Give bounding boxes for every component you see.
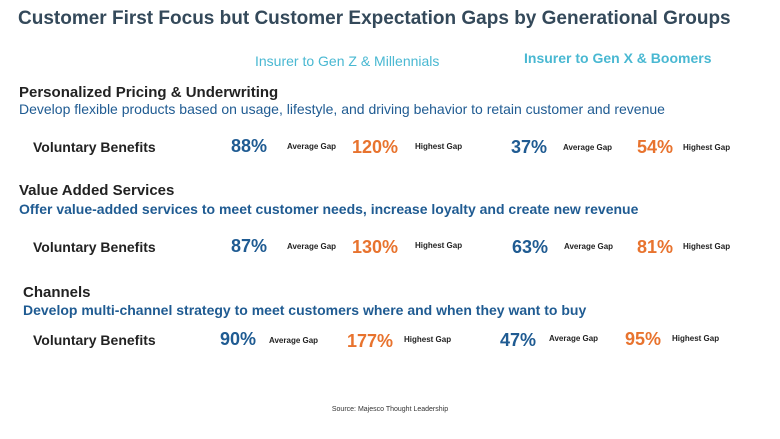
section-desc-value-added: Offer value-added services to meet custo… [19,201,639,217]
highest-gap-label: Highest Gap [415,142,463,151]
row-label: Voluntary Benefits [33,332,156,348]
average-gap-label: Average Gap [563,143,613,152]
highest-gap-label: Highest Gap [415,241,463,250]
genx-highest-value: 54% [637,137,674,157]
row-label: Voluntary Benefits [33,239,156,255]
genx-average-value: 63% [512,237,549,257]
section-title-channels: Channels [23,284,91,301]
source-note: Source: Majesco Thought Leadership [331,406,449,413]
highest-gap-label: Highest Gap [404,335,452,344]
row-label: Voluntary Benefits [33,139,156,155]
highest-gap-label: Highest Gap [672,334,720,343]
average-gap-label: Average Gap [564,242,614,251]
section-desc-channels: Develop multi-channel strategy to meet c… [23,302,587,318]
page-title: Customer First Focus but Customer Expect… [18,8,731,29]
genx-highest-value: 81% [637,237,674,257]
average-gap-label: Average Gap [269,336,319,345]
highest-gap-label: Highest Gap [683,242,731,251]
average-gap-label: Average Gap [287,142,337,151]
genz-average-value: 87% [231,236,268,256]
section-title-value-added: Value Added Services [19,182,175,199]
column-header-genz: Insurer to Gen Z & Millennials [255,53,440,69]
highest-gap-label: Highest Gap [683,143,731,152]
genx-average-value: 47% [500,330,537,350]
section-desc-pricing: Develop flexible products based on usage… [19,101,665,117]
genz-highest-value: 120% [352,137,399,157]
genx-average-value: 37% [511,137,548,157]
genz-average-value: 90% [220,329,257,349]
average-gap-label: Average Gap [549,334,599,343]
column-header-genx: Insurer to Gen X & Boomers [524,50,712,66]
genz-highest-value: 177% [347,331,394,351]
genx-highest-value: 95% [625,329,662,349]
genz-highest-value: 130% [352,237,399,257]
genz-average-value: 88% [231,136,268,156]
section-title-pricing: Personalized Pricing & Underwriting [19,84,279,101]
average-gap-label: Average Gap [287,242,337,251]
